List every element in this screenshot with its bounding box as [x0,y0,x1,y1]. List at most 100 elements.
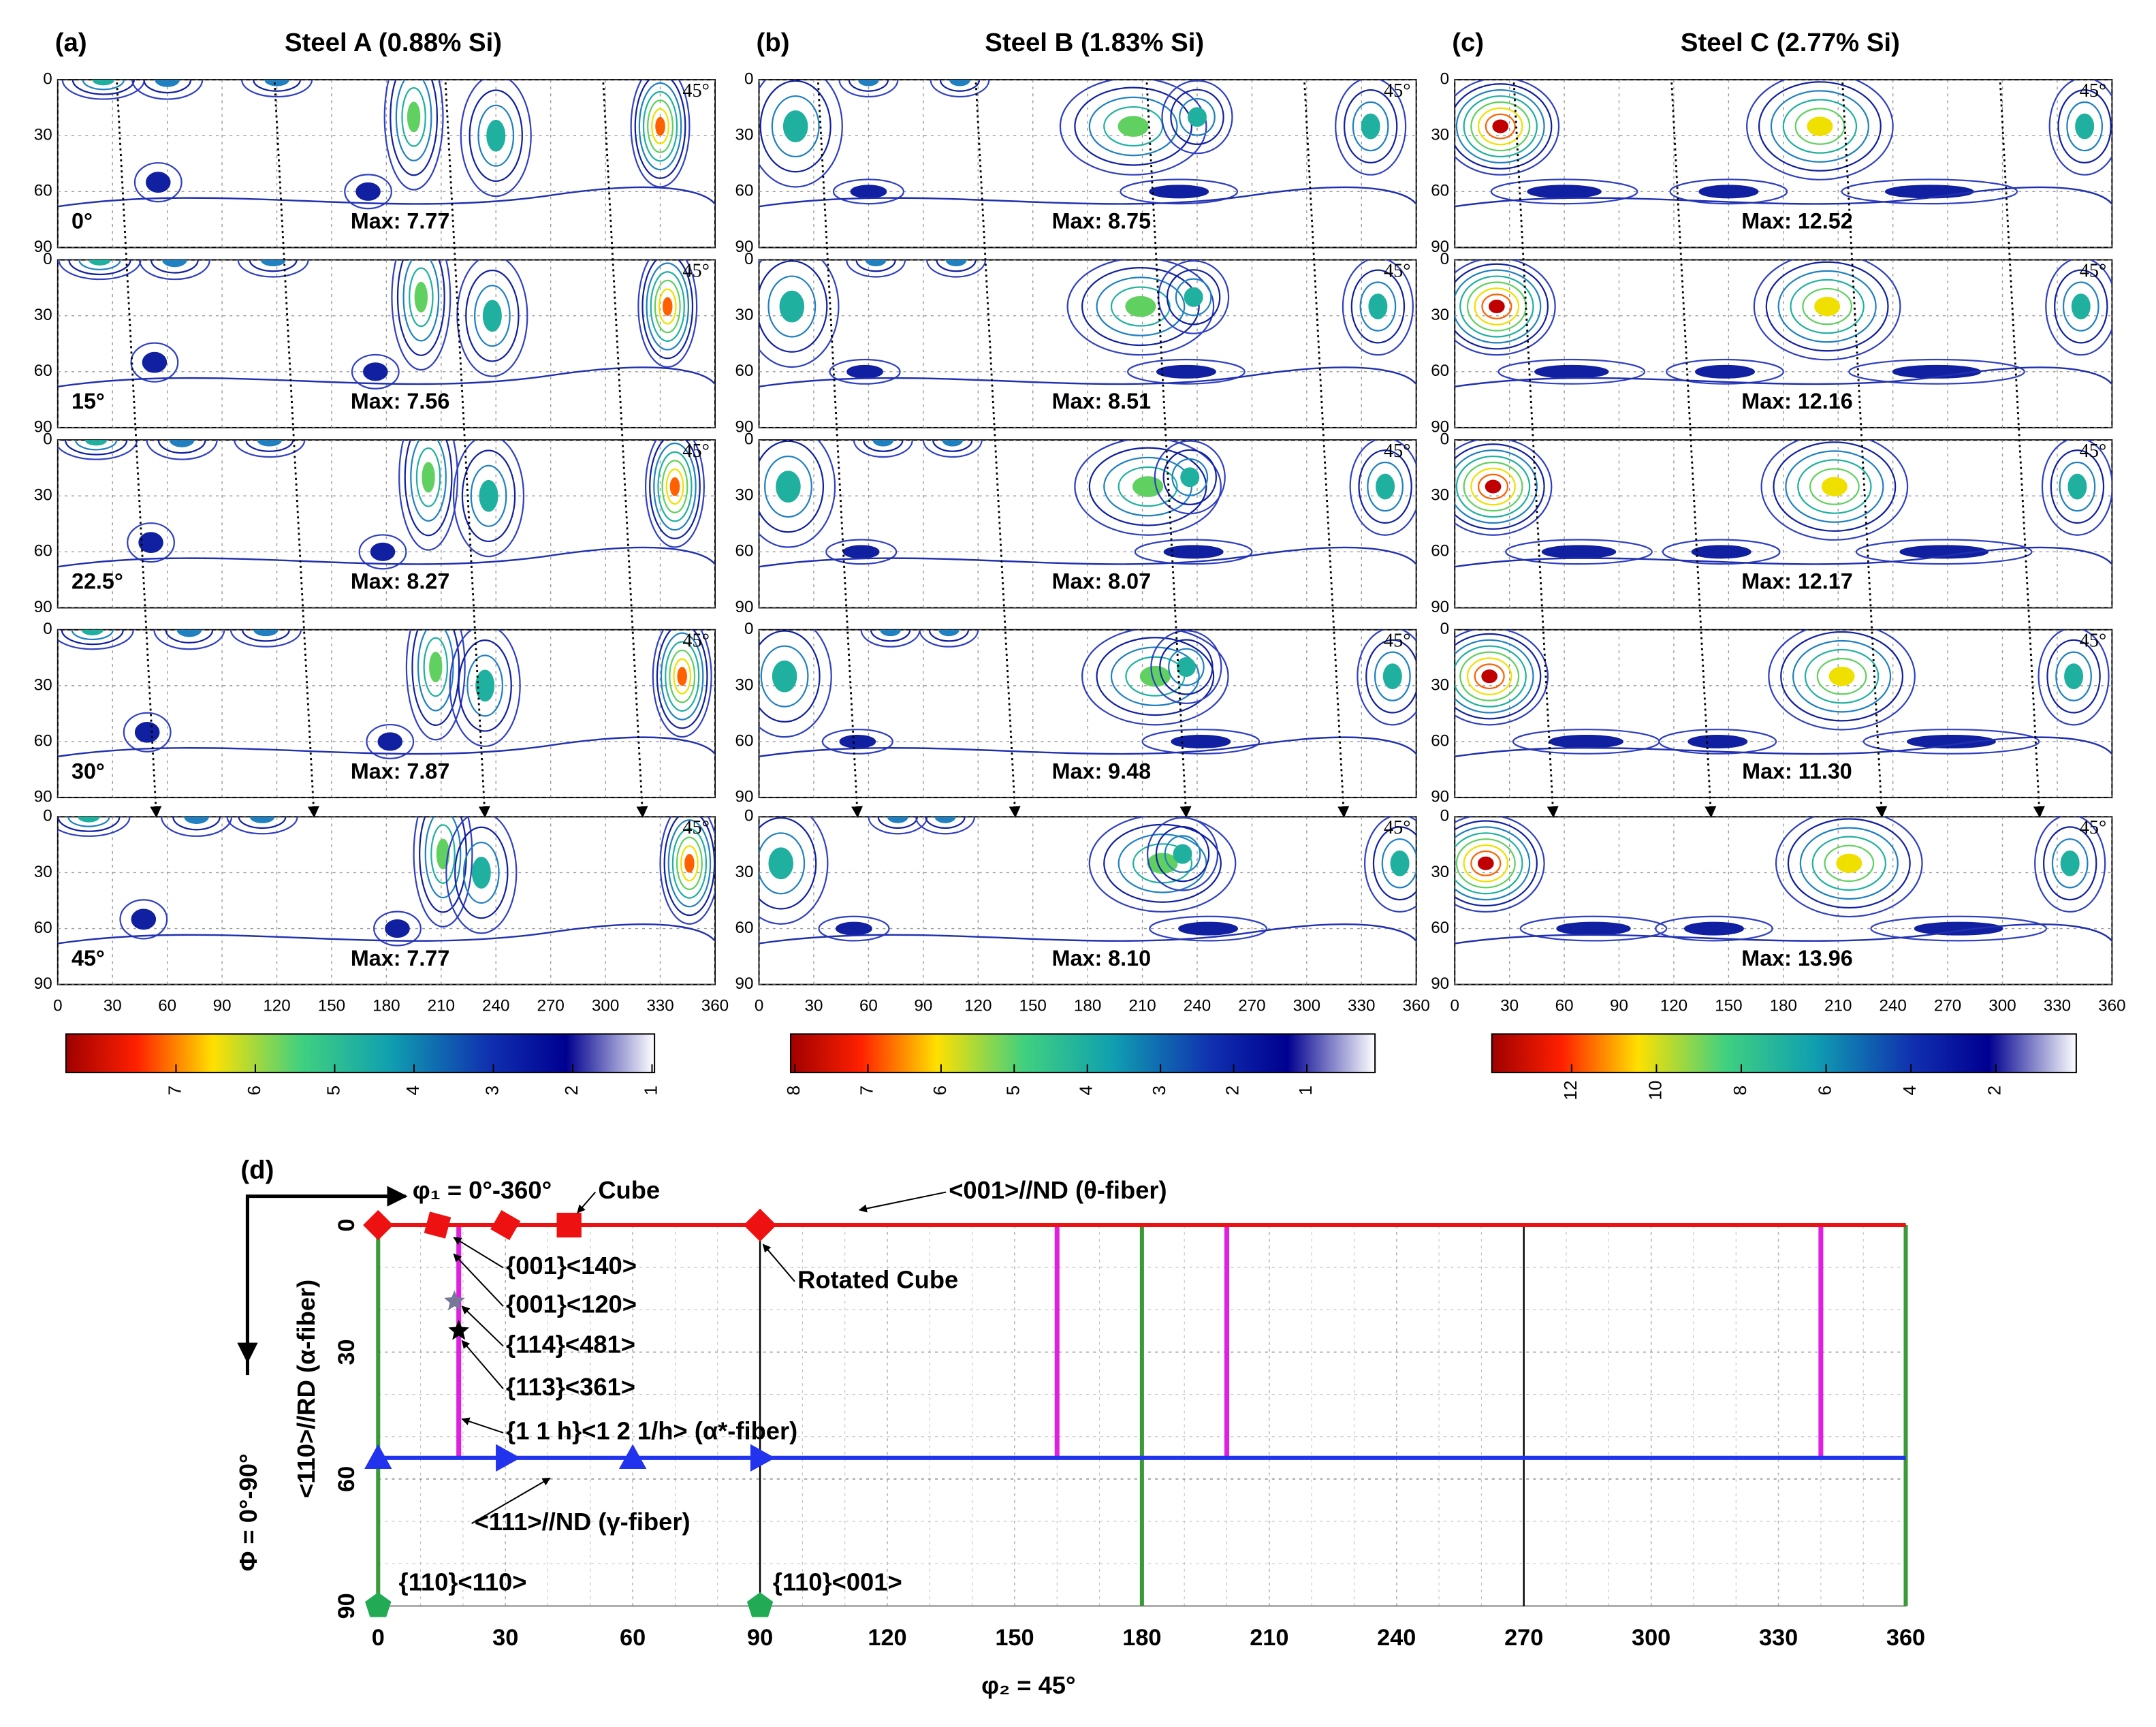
contour [89,259,111,266]
contour [656,629,708,729]
panel-title: Steel B (1.83% Si) [985,28,1204,57]
contour [1088,817,1237,913]
contour [1658,729,1777,755]
x-tick-label: 270 [537,996,564,1015]
trajectory [1841,82,1888,819]
contour [1176,657,1196,677]
y-tick-label: 0 [43,250,52,268]
contour [422,462,435,493]
contour [1455,269,1542,344]
contour [850,185,887,199]
trajectory [817,82,863,819]
contour [72,80,135,95]
contour [655,116,665,136]
contour [2060,850,2080,876]
y-tick-label: 60 [34,362,52,380]
contour [396,259,445,356]
panel-title: Steel C (2.77% Si) [1681,28,1900,57]
x-tick-label: 270 [1934,996,1961,1015]
contour [417,629,454,712]
contour [2064,663,2084,690]
contour [165,629,214,644]
x-tick-label: 360 [701,996,729,1015]
contour [1799,827,1899,900]
contour [172,817,221,831]
contour [2034,817,2106,913]
contour [1081,266,1200,347]
contour [1455,443,1545,530]
contour [138,259,210,281]
contour [1125,296,1156,317]
y-tick-label: 60 [1431,182,1449,200]
contour [1127,358,1246,385]
contour [928,629,970,642]
contour [663,297,673,316]
marker-pentagon [746,1592,774,1617]
trajectory [974,82,1021,819]
contour-map [1455,80,2112,248]
marker-square [490,1209,521,1241]
contour [1505,539,1653,565]
contour [1342,259,1414,356]
angle-label: 30° [72,759,105,783]
contour [407,101,421,133]
contour [846,259,906,278]
contour [1147,853,1178,874]
y-tick-label: 90 [1431,238,1449,256]
contour [2046,639,2101,714]
contour [1455,89,1545,164]
contour [1179,98,1216,136]
contour [680,845,699,882]
contour [1666,358,1784,385]
contour [764,455,812,518]
trajectory [273,82,319,819]
contour [1862,729,2040,755]
contour [474,285,511,347]
marker-triangle [364,1444,392,1469]
contour [131,80,204,100]
y-tick-label: 30 [735,486,754,505]
contour [57,546,715,568]
contour [637,259,698,368]
contour [663,817,715,917]
contour [1914,921,2003,936]
contour [759,736,1416,758]
contour [1343,89,1398,164]
y-tick-label: 0 [1440,250,1449,268]
contour [1775,817,1923,918]
x-tick-label: 90 [213,996,232,1015]
contour [1163,545,1224,559]
contour [1828,667,1855,686]
contour [646,262,690,351]
contour [471,857,491,889]
annotation-arrow [453,1237,504,1269]
y-tick-label: 30 [34,676,52,694]
contour [460,80,532,197]
contour [1683,921,1744,936]
contour [1455,633,1542,720]
contour [1549,734,1623,748]
y-tick-label: 0 [43,620,52,638]
contour [1367,461,1404,512]
max-label: Max: 12.52 [1741,209,1852,234]
contour [657,451,693,522]
contour-map [759,259,1416,428]
contour [57,817,131,837]
contour [1899,545,1989,559]
contour [2067,473,2087,500]
marker-square [424,1211,451,1239]
y-tick-label: 30 [34,863,52,881]
contour [1463,844,1509,883]
contour [1770,90,1870,163]
colorbar-tick-label: 10 [1645,1081,1665,1100]
contour [1541,545,1617,559]
colorbar-tick-label: 7 [164,1086,185,1096]
contour [2038,629,2110,726]
colorbar [789,1033,1376,1073]
contour [930,80,990,98]
contour [344,174,393,210]
contour [1474,287,1520,326]
contour [469,89,523,183]
x-tick-label: 360 [1402,996,1429,1015]
corner-label: 45° [682,630,710,651]
